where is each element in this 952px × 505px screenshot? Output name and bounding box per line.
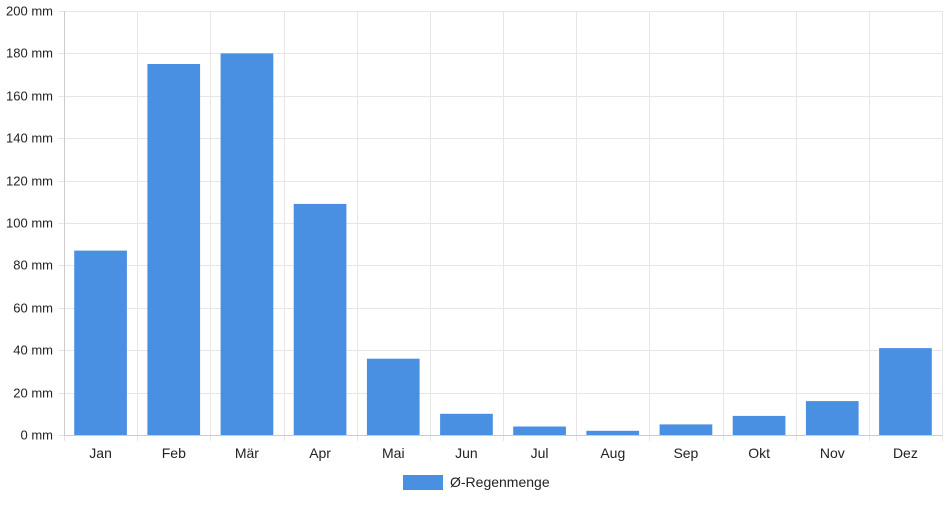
bar-jun[interactable] — [440, 413, 493, 435]
y-tick-label: 0 mm — [21, 428, 54, 443]
y-tick-label: 160 mm — [6, 89, 53, 104]
y-tick-label: 140 mm — [6, 131, 53, 146]
bar-mai[interactable] — [366, 358, 420, 435]
x-tick-label: Jan — [89, 445, 112, 461]
y-tick-label: 120 mm — [6, 174, 53, 189]
y-tick-label: 20 mm — [13, 386, 53, 401]
bar-dez[interactable] — [879, 348, 932, 435]
x-tick-label: Jun — [455, 445, 478, 461]
bar-aug[interactable] — [586, 430, 640, 435]
y-tick-label: 40 mm — [13, 343, 53, 358]
x-tick-label: Okt — [748, 445, 770, 461]
x-axis: Jan Feb Mär Apr Mai Jun Jul Aug Sep Okt Nov Dez — [64, 435, 942, 461]
x-tick-label: Dez — [893, 445, 918, 461]
bar-nov[interactable] — [805, 401, 859, 435]
bar-jan[interactable] — [74, 250, 127, 435]
x-tick-label: Nov — [820, 445, 845, 461]
y-tick-label: 100 mm — [6, 216, 53, 231]
bar-okt[interactable] — [732, 415, 786, 435]
x-tick-label: Jul — [531, 445, 549, 461]
bar-sep[interactable] — [659, 424, 713, 435]
y-tick-label: 80 mm — [13, 258, 53, 273]
x-tick-label: Apr — [309, 445, 331, 461]
y-axis: 0 mm 20 mm 40 mm 60 mm 80 mm 100 mm 120 mm 140 … — [6, 4, 65, 443]
legend-label[interactable]: Ø-Regenmenge — [450, 474, 550, 490]
y-tick-label: 200 mm — [6, 4, 53, 19]
x-tick-label: Aug — [600, 445, 625, 461]
bars — [74, 53, 932, 436]
x-tick-label: Sep — [673, 445, 698, 461]
x-tick-label: Mär — [235, 445, 259, 461]
y-tick-label: 60 mm — [13, 301, 53, 316]
bar-apr[interactable] — [293, 203, 347, 435]
bar-jul[interactable] — [513, 426, 566, 436]
y-tick-label: 180 mm — [6, 46, 53, 61]
bar-feb[interactable] — [147, 64, 201, 435]
legend[interactable]: Ø-Regenmenge — [403, 474, 550, 490]
bar-mär[interactable] — [220, 53, 274, 436]
legend-swatch[interactable] — [403, 475, 443, 490]
x-tick-label: Feb — [162, 445, 186, 461]
x-tick-label: Mai — [382, 445, 405, 461]
